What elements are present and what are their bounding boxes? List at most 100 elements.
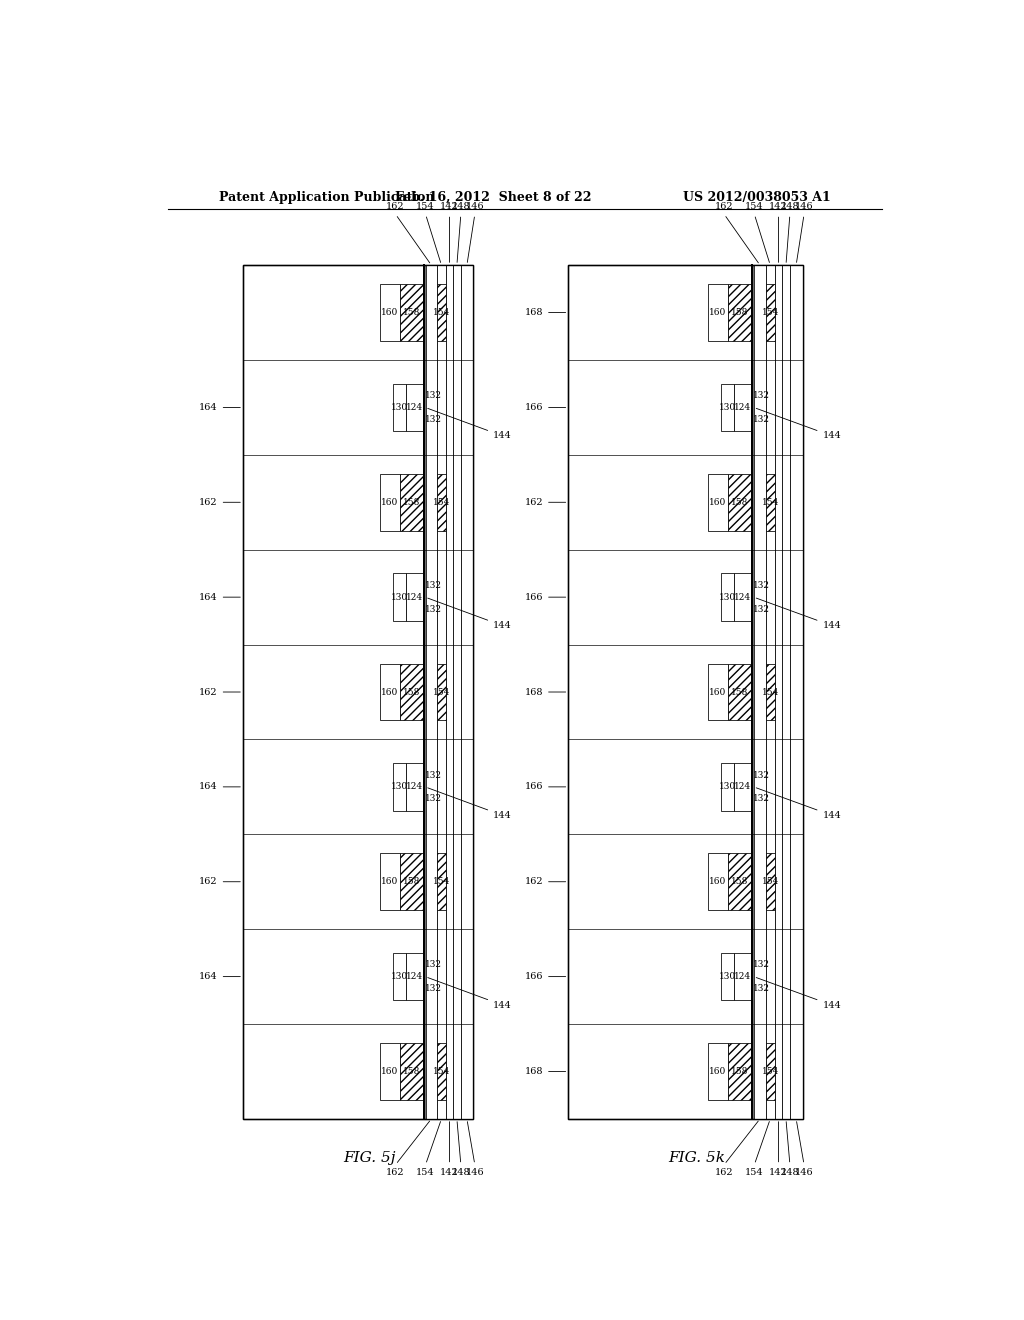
- Text: 144: 144: [757, 978, 841, 1010]
- Bar: [728, 664, 752, 721]
- Text: 154: 154: [417, 1168, 435, 1176]
- Text: 160: 160: [710, 498, 727, 507]
- Bar: [380, 474, 399, 531]
- Text: 162: 162: [386, 202, 404, 211]
- Text: 168: 168: [524, 688, 565, 697]
- Bar: [380, 1043, 399, 1100]
- Text: FIG. 5j: FIG. 5j: [343, 1151, 396, 1164]
- Text: 158: 158: [731, 498, 749, 507]
- Bar: [775, 265, 782, 1119]
- Bar: [406, 763, 423, 810]
- Text: 146: 146: [466, 1168, 484, 1176]
- Text: 154: 154: [762, 878, 779, 886]
- Text: 130: 130: [719, 593, 736, 602]
- Text: 142: 142: [440, 1168, 459, 1176]
- Bar: [568, 265, 803, 1119]
- Text: 132: 132: [754, 581, 770, 590]
- Bar: [766, 265, 775, 1119]
- Text: 132: 132: [425, 391, 441, 400]
- Text: 142: 142: [769, 1168, 787, 1176]
- Bar: [437, 664, 445, 721]
- Text: 124: 124: [406, 972, 423, 981]
- Text: 142: 142: [440, 202, 459, 211]
- Bar: [721, 953, 734, 1001]
- Bar: [399, 474, 423, 531]
- Bar: [399, 664, 423, 721]
- Text: 132: 132: [754, 795, 770, 804]
- Bar: [437, 853, 445, 911]
- Text: 130: 130: [391, 593, 408, 602]
- Bar: [734, 384, 752, 432]
- Text: 154: 154: [762, 498, 779, 507]
- Bar: [721, 384, 734, 432]
- Text: 158: 158: [731, 308, 749, 317]
- Bar: [721, 763, 734, 810]
- Text: 132: 132: [754, 414, 770, 424]
- Bar: [437, 265, 445, 1119]
- Text: 144: 144: [757, 408, 841, 441]
- Text: 168: 168: [524, 1067, 565, 1076]
- Text: 158: 158: [402, 1067, 420, 1076]
- Bar: [393, 763, 406, 810]
- Text: 158: 158: [731, 878, 749, 886]
- Text: 124: 124: [734, 783, 751, 792]
- Bar: [766, 664, 775, 721]
- Text: 148: 148: [452, 1168, 470, 1176]
- Bar: [437, 284, 445, 341]
- Bar: [243, 265, 473, 1119]
- Text: 130: 130: [391, 403, 408, 412]
- Text: 164: 164: [199, 403, 241, 412]
- Text: 168: 168: [524, 308, 565, 317]
- Text: Feb. 16, 2012  Sheet 8 of 22: Feb. 16, 2012 Sheet 8 of 22: [395, 190, 591, 203]
- Text: 132: 132: [754, 391, 770, 400]
- Text: 132: 132: [425, 414, 441, 424]
- Text: 132: 132: [425, 581, 441, 590]
- Text: 154: 154: [433, 878, 451, 886]
- Text: 154: 154: [762, 1067, 779, 1076]
- Text: 124: 124: [406, 783, 423, 792]
- Text: 154: 154: [433, 1067, 451, 1076]
- Bar: [406, 384, 423, 432]
- Text: 162: 162: [199, 498, 241, 507]
- Text: 158: 158: [402, 688, 420, 697]
- Bar: [728, 853, 752, 911]
- Text: 160: 160: [381, 308, 398, 317]
- Text: 166: 166: [524, 783, 565, 792]
- Text: 130: 130: [391, 783, 408, 792]
- Bar: [766, 474, 775, 531]
- Text: 160: 160: [710, 1067, 727, 1076]
- Text: 162: 162: [386, 1168, 404, 1176]
- Text: 160: 160: [381, 688, 398, 697]
- Text: 144: 144: [757, 598, 841, 630]
- Text: 144: 144: [428, 408, 512, 441]
- Bar: [568, 265, 803, 1119]
- Text: 132: 132: [754, 771, 770, 780]
- Bar: [399, 1043, 423, 1100]
- Text: 158: 158: [402, 878, 420, 886]
- Bar: [243, 265, 473, 1119]
- Bar: [426, 265, 437, 1119]
- Text: 124: 124: [734, 593, 751, 602]
- Text: 154: 154: [745, 1168, 764, 1176]
- Bar: [445, 265, 454, 1119]
- Text: 162: 162: [199, 878, 241, 886]
- Bar: [380, 284, 399, 341]
- Bar: [437, 474, 445, 531]
- Text: 154: 154: [433, 308, 451, 317]
- Text: 144: 144: [428, 978, 512, 1010]
- Bar: [708, 1043, 728, 1100]
- Text: 148: 148: [452, 202, 470, 211]
- Bar: [708, 284, 728, 341]
- Bar: [393, 384, 406, 432]
- Text: 132: 132: [425, 983, 441, 993]
- Bar: [380, 853, 399, 911]
- Text: 154: 154: [762, 308, 779, 317]
- Text: 144: 144: [428, 788, 512, 820]
- Text: 132: 132: [754, 605, 770, 614]
- Text: 154: 154: [762, 688, 779, 697]
- Text: 160: 160: [381, 1067, 398, 1076]
- Text: 162: 162: [199, 688, 241, 697]
- Text: 158: 158: [402, 498, 420, 507]
- Text: 146: 146: [466, 202, 484, 211]
- Bar: [721, 573, 734, 620]
